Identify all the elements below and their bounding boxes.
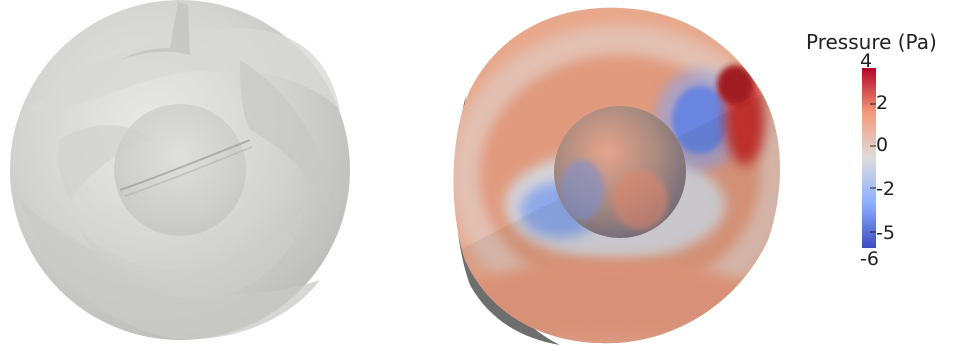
inner-ball: [114, 104, 246, 236]
inner-ball-red-patch: [612, 170, 668, 230]
colorbar-tick-label: 0: [876, 134, 889, 156]
pressure-colorbar: [862, 68, 876, 248]
inner-ball-blue-patch: [560, 160, 604, 220]
inner-ball-seam: [124, 146, 253, 197]
colorbar-gradient: [862, 68, 876, 248]
left-sphere-view: [10, 0, 350, 340]
sphere-facet: [80, 205, 305, 300]
sphere-facet: [120, 2, 190, 60]
sphere-facet: [30, 28, 340, 111]
colorbar-title: Pressure (Pa): [806, 30, 937, 54]
colorbar-tick-label: -2: [876, 178, 895, 200]
inner-ball-seam: [119, 139, 251, 191]
colorbar-tick-label: -5: [876, 222, 895, 244]
sphere-facet: [20, 200, 320, 340]
colorbar-max-label: 4: [860, 50, 873, 72]
colorbar-min-label: -6: [860, 248, 879, 270]
sphere-facet: [240, 60, 330, 210]
colorbar-tick-label: 2: [876, 92, 889, 114]
right-pressure-view: [453, 7, 780, 345]
